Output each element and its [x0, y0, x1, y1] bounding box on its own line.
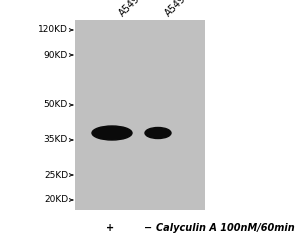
Text: 90KD: 90KD [44, 50, 68, 59]
Text: 50KD: 50KD [44, 100, 68, 110]
Bar [75, 20, 205, 210]
Text: 20KD: 20KD [44, 196, 68, 204]
Text: Calyculin A 100nM/60min: Calyculin A 100nM/60min [156, 223, 295, 233]
Text: 120KD: 120KD [38, 26, 68, 35]
Text: 35KD: 35KD [44, 136, 68, 144]
Ellipse shape [145, 128, 171, 138]
Ellipse shape [92, 126, 132, 140]
Text: −: − [144, 223, 152, 233]
Text: A549: A549 [117, 0, 142, 18]
Text: +: + [106, 223, 114, 233]
Text: A549: A549 [163, 0, 188, 18]
Text: 25KD: 25KD [44, 170, 68, 179]
